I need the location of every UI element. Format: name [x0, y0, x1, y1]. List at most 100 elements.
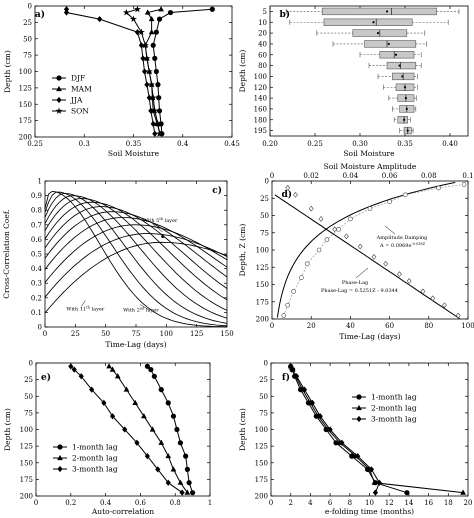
legend-label: SON [71, 107, 89, 116]
correlation-curve [44, 201, 228, 301]
data-point [141, 68, 148, 75]
data-point [132, 399, 139, 405]
data-point [156, 95, 162, 101]
box-mean [406, 129, 409, 132]
y-tick-label: 0 [264, 360, 268, 368]
y-tick-label: 195 [254, 127, 267, 135]
data-point [368, 466, 375, 473]
y-tick-label: 75 [23, 52, 32, 60]
data-point [130, 15, 137, 23]
x-tick-label: 0.4 [177, 140, 189, 148]
box-body [321, 7, 437, 16]
y-tick-label: 200 [19, 134, 32, 142]
data-point [294, 373, 300, 380]
data-point [144, 363, 150, 369]
data-point [184, 489, 191, 495]
annotation-main: With 5 [143, 218, 160, 224]
data-point [56, 75, 62, 81]
box-mean [376, 31, 380, 35]
data-point [285, 185, 291, 191]
damping-equation: A = 0.0969e-0.018Z [379, 242, 426, 249]
y-tick-label: 5 [263, 8, 267, 16]
y-tick-label: 150 [255, 459, 268, 467]
y-tick-label: 80 [258, 62, 267, 70]
x-tick-label: 0 [34, 499, 38, 507]
data-point [144, 81, 150, 88]
data-point [372, 489, 379, 496]
data-point [177, 479, 184, 485]
series-djf [150, 6, 215, 137]
data-point [153, 68, 159, 75]
y-tick-label: 100 [254, 73, 267, 81]
amplitude-fit [276, 181, 456, 318]
x-tick-label: 100 [461, 322, 474, 330]
y-tick-label: 50 [24, 393, 33, 401]
data-point [442, 302, 447, 309]
y-tick-label: 25 [259, 376, 268, 384]
y-tick-label: 100 [256, 247, 269, 255]
data-point [155, 466, 161, 473]
data-point [89, 386, 95, 393]
legend-label: 1-month lag [371, 393, 417, 402]
annotation-arrow [140, 304, 149, 310]
x-tick-label: 100 [160, 330, 173, 338]
x-tick-label: 25 [71, 330, 80, 338]
correlation-curve [44, 224, 228, 283]
y-tick-label: 10 [258, 19, 267, 27]
data-point [133, 5, 141, 13]
data-point [158, 121, 164, 127]
y-tick-label: 0 [265, 178, 269, 186]
legend-label: 2-month lag [72, 454, 118, 463]
data-point [156, 16, 163, 22]
box-100cm [377, 72, 418, 81]
data-point [165, 400, 171, 406]
x-tick-label: 0.45 [224, 140, 240, 148]
data-point [144, 9, 151, 15]
data-point [138, 42, 144, 49]
y-tick-label: 75 [260, 229, 269, 237]
x-tick-label: 12 [385, 499, 394, 507]
y-tick-label: 0.3 [31, 280, 42, 288]
series-1-month-lag [144, 363, 196, 496]
x-tick-label: 20 [464, 499, 473, 507]
data-point [404, 490, 410, 496]
series-2-month-lag [287, 363, 466, 495]
legend-label: 3-month lag [72, 465, 118, 474]
series-line [290, 366, 408, 494]
correlation-curve [44, 193, 228, 324]
box-140cm [388, 94, 418, 102]
box-mean [398, 64, 401, 67]
x-tick-label: 125 [190, 330, 203, 338]
y-tick-label: 1 [38, 178, 42, 186]
y-tick-label: 200 [255, 493, 268, 501]
legend-label: 1-month lag [72, 443, 118, 452]
data-point [149, 426, 156, 432]
y-tick-label: 150 [20, 459, 33, 467]
annotation-rest: layer [144, 307, 159, 313]
y-tick-label: 175 [256, 298, 269, 306]
data-point [461, 182, 467, 187]
data-point [134, 29, 141, 36]
phase-title: Phase-Lag [342, 280, 369, 286]
data-point [97, 15, 103, 23]
top-axis-label: Soil Moisture Amplitude [324, 162, 417, 171]
data-point [355, 452, 361, 460]
y-tick-label: 25 [23, 19, 32, 27]
data-point [406, 278, 412, 284]
phase-lag-points [285, 185, 461, 319]
phase-equation: Phase-Lag = 0.5251Z - 9.0344 [321, 288, 398, 294]
x-tick-label: 40 [346, 322, 355, 330]
y-tick-label: 0.6 [31, 236, 43, 244]
x-tick-label: 0 [270, 322, 274, 330]
box-80cm [368, 61, 422, 70]
x-tick-label: 10 [365, 499, 374, 507]
panel-label: a) [35, 9, 45, 20]
y-tick-label: 125 [20, 443, 33, 451]
data-point [134, 439, 140, 446]
x-tick-label: 0.35 [397, 140, 413, 148]
data-point [344, 233, 349, 240]
legend: 1-month lag 2-month lag 3-month lag [53, 443, 118, 474]
box-180cm [393, 116, 411, 124]
data-point [109, 413, 116, 420]
